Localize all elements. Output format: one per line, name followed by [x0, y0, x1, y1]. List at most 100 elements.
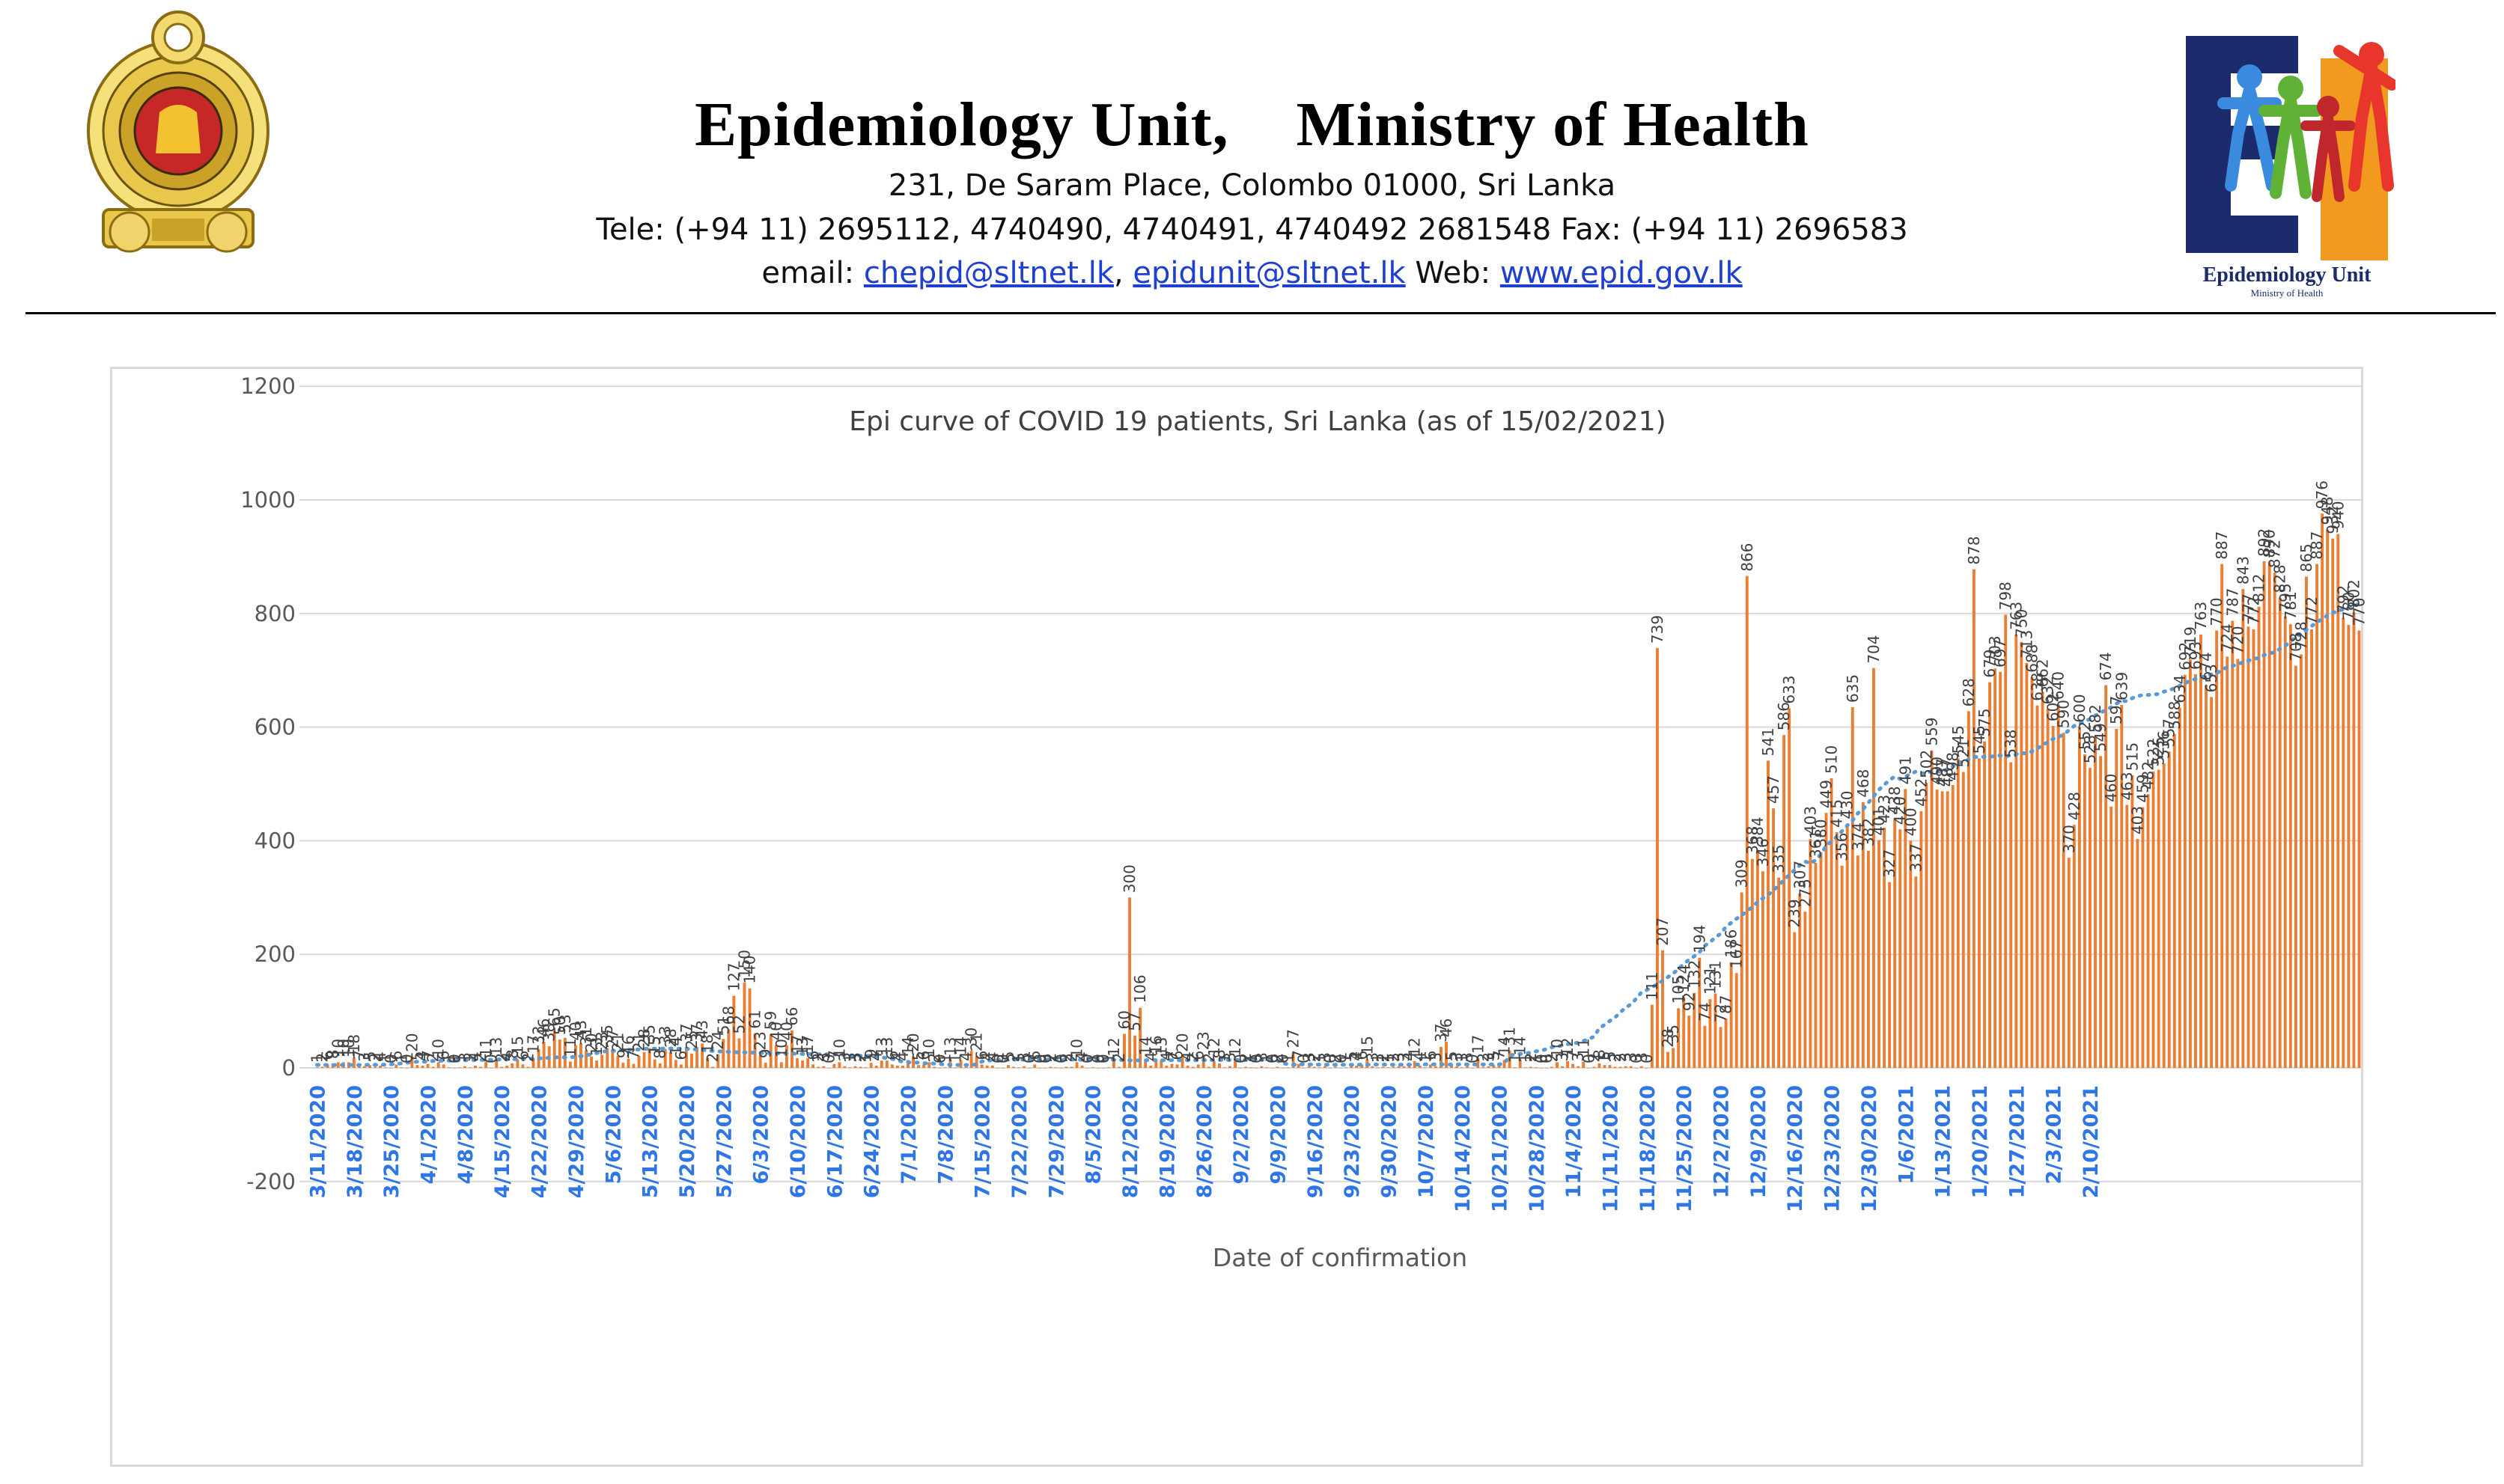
data-label: 798	[1996, 581, 2014, 610]
x-tick-label: 1/13/2021	[1932, 1085, 1955, 1198]
bar	[1734, 973, 1738, 1068]
bar	[1508, 1050, 1511, 1068]
bar	[1682, 997, 1686, 1068]
data-label: 37	[1432, 1023, 1450, 1042]
data-label: 74	[1696, 1002, 1713, 1021]
data-label: 719	[2181, 626, 2199, 655]
bar	[2188, 659, 2192, 1068]
data-label: 1	[1379, 1054, 1397, 1063]
data-label: 0	[1580, 1054, 1597, 1063]
data-label: 3	[1633, 1052, 1651, 1062]
data-label: 628	[1960, 678, 1978, 706]
bar	[1276, 1066, 1279, 1068]
bar	[2321, 513, 2324, 1068]
data-label: 207	[1654, 917, 1672, 946]
bar	[1455, 1066, 1459, 1068]
bar	[727, 1029, 731, 1068]
y-tick-label: 800	[255, 601, 296, 626]
bar	[1767, 760, 1770, 1068]
x-tick-label: 12/2/2020	[1711, 1085, 1734, 1198]
data-label: 795	[2276, 583, 2294, 611]
data-label: 10	[340, 1039, 358, 1057]
data-label: 10	[430, 1039, 448, 1057]
data-label: 420	[1891, 796, 1909, 825]
data-label: 1	[1242, 1054, 1260, 1063]
email-link-epidunit[interactable]: epidunit@sltnet.lk	[1133, 256, 1406, 290]
email-link-chepid[interactable]: chepid@sltnet.lk	[863, 256, 1114, 290]
x-tick-label: 9/16/2020	[1304, 1085, 1327, 1198]
bar	[2167, 751, 2171, 1068]
data-label: 14	[951, 1036, 969, 1055]
data-label: 948	[2318, 496, 2336, 525]
x-tick-label: 2/10/2021	[2080, 1085, 2103, 1198]
bar	[447, 1067, 451, 1068]
bar	[320, 1066, 324, 1068]
data-label: 2	[925, 1053, 943, 1063]
data-label: 403	[2128, 806, 2146, 834]
bar	[1186, 1065, 1189, 1068]
bar	[2194, 674, 2197, 1068]
bar	[600, 1054, 604, 1068]
bar	[1059, 1068, 1063, 1069]
bar	[1999, 671, 2002, 1068]
bar	[2273, 572, 2276, 1068]
data-label: 4	[414, 1051, 432, 1061]
data-label: 131	[1707, 960, 1725, 989]
data-label: 6	[387, 1051, 405, 1060]
bar	[2310, 629, 2313, 1068]
bar	[2252, 629, 2255, 1068]
bar	[1402, 1066, 1406, 1068]
data-label: 3	[456, 1052, 474, 1062]
data-label: 20	[403, 1033, 421, 1051]
data-label: 51	[714, 1016, 732, 1034]
data-label: 7	[1163, 1050, 1181, 1060]
bar	[463, 1066, 466, 1068]
bar	[695, 1046, 698, 1068]
data-label: 68	[719, 1006, 737, 1025]
email-label: email:	[761, 256, 864, 290]
x-tick-label: 9/2/2020	[1230, 1085, 1253, 1184]
bar	[642, 1051, 646, 1068]
data-label: 10	[773, 1039, 791, 1057]
bar	[2056, 704, 2060, 1068]
web-link[interactable]: www.epid.gov.lk	[1499, 256, 1743, 290]
data-label: 3	[1363, 1052, 1381, 1062]
data-label: 452	[1912, 778, 1930, 807]
data-label: 2	[1606, 1053, 1624, 1063]
data-label: 545	[1970, 725, 1988, 754]
email-separator: ,	[1113, 256, 1133, 290]
data-label: 633	[1780, 675, 1798, 703]
bar	[1872, 668, 1875, 1068]
bar	[1091, 1067, 1094, 1068]
bar	[606, 1048, 609, 1068]
data-label: 368	[1743, 826, 1761, 855]
data-label: 679	[1981, 649, 1999, 677]
data-label: 1	[1311, 1054, 1329, 1063]
bar	[1450, 1065, 1453, 1068]
data-label: 6	[435, 1051, 453, 1060]
bar	[1613, 1066, 1617, 1068]
bar	[817, 1066, 820, 1068]
bar	[1703, 1025, 1707, 1068]
data-label: 401	[1870, 807, 1888, 835]
x-tick-label: 5/13/2020	[639, 1085, 662, 1198]
bar	[1318, 1067, 1321, 1068]
bar	[779, 1062, 783, 1068]
bar	[2072, 825, 2076, 1068]
data-label: 639	[2112, 672, 2130, 700]
data-label: 2	[493, 1053, 511, 1063]
bar	[748, 988, 752, 1068]
data-label: 602	[2044, 693, 2062, 721]
data-label: 770	[2350, 597, 2368, 626]
data-label: 275	[1796, 879, 1814, 907]
data-label: 2	[852, 1053, 870, 1063]
data-label: 66	[783, 1007, 801, 1025]
bar	[374, 1066, 377, 1068]
data-label: 763	[2192, 602, 2210, 630]
bar	[764, 1063, 767, 1068]
bar	[1291, 1052, 1295, 1068]
data-label: 6	[883, 1051, 901, 1060]
bar	[1904, 789, 1907, 1068]
data-label: 10	[1068, 1039, 1086, 1057]
bar	[1793, 932, 1797, 1068]
